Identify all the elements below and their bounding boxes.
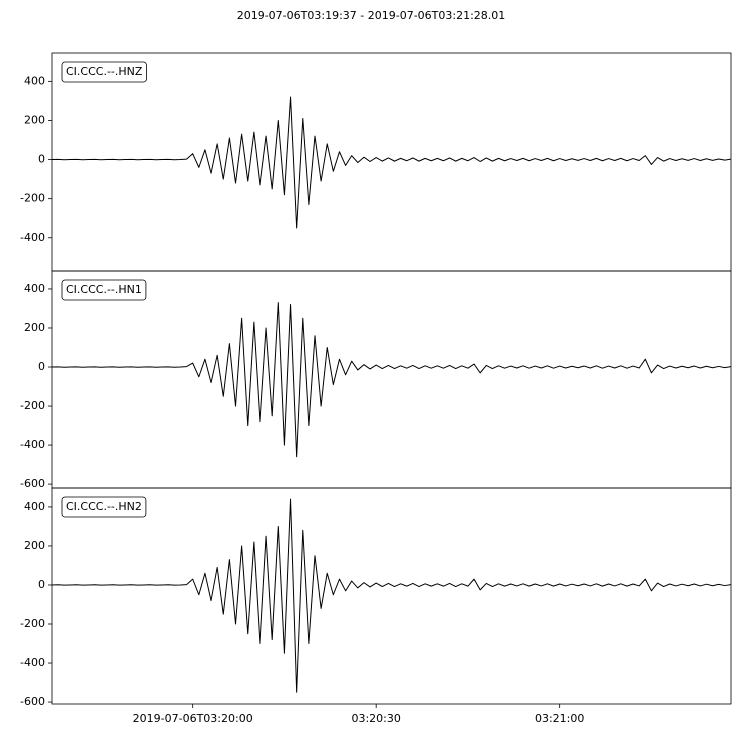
y-tick-label: 0 [38,360,45,373]
y-tick-label: -600 [20,477,45,490]
y-tick-label: 200 [24,321,45,334]
y-tick-label: 200 [24,539,45,552]
trace [52,498,731,693]
plot-area [52,96,731,229]
legend-label: CI.CCC.--.HN1 [66,283,142,296]
x-tick-label: 03:21:00 [535,712,584,725]
legend: CI.CCC.--.HN1 [61,279,147,301]
y-tick-label: 200 [24,113,45,126]
x-tick-label: 2019-07-06T03:20:00 [133,712,253,725]
legend: CI.CCC.--.HNZ [61,61,147,83]
y-tick-label: 0 [38,153,45,166]
x-tick-label: 03:20:30 [351,712,400,725]
y-tick-label: -400 [20,438,45,451]
y-tick-label: 0 [38,578,45,591]
y-tick-label: 400 [24,500,45,513]
plot-area [52,498,731,693]
y-tick-label: -200 [20,192,45,205]
y-tick-label: 400 [24,74,45,87]
y-tick-label: -600 [20,695,45,708]
chart-title: 2019-07-06T03:19:37 - 2019-07-06T03:21:2… [237,9,506,22]
legend: CI.CCC.--.HN2 [61,496,147,518]
y-tick-label: -400 [20,231,45,244]
y-tick-label: -400 [20,656,45,669]
y-tick-label: -200 [20,399,45,412]
trace [52,96,731,229]
legend-label: CI.CCC.--.HNZ [66,65,143,78]
legend-label: CI.CCC.--.HN2 [66,500,142,513]
trace [52,302,731,458]
legend-box [61,279,147,301]
y-tick-label: -200 [20,617,45,630]
axes-frame [51,487,732,705]
plot-area [52,302,731,458]
legend-box [61,496,147,518]
y-tick-label: 400 [24,282,45,295]
legend-box [61,61,147,83]
